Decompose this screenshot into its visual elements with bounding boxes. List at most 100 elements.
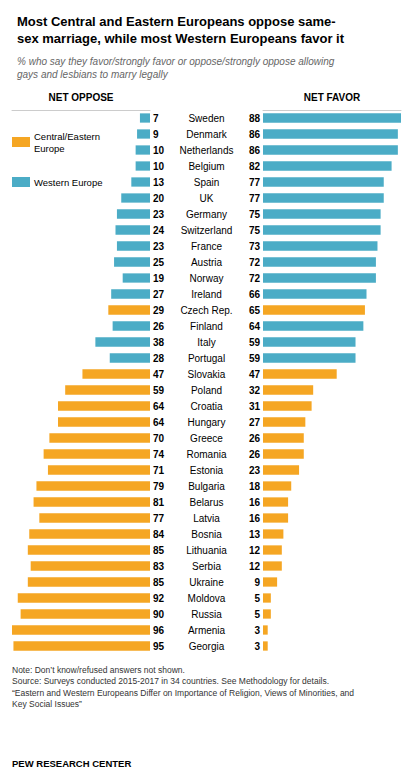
svg-text:16: 16	[249, 497, 261, 508]
svg-text:Sweden: Sweden	[188, 113, 224, 124]
svg-text:Note: Don’t know/refused answe: Note: Don’t know/refused answers not sho…	[12, 665, 185, 675]
svg-text:Germany: Germany	[186, 209, 227, 220]
svg-text:73: 73	[249, 241, 261, 252]
svg-text:Central/Eastern: Central/Eastern	[34, 131, 100, 142]
svg-text:12: 12	[249, 545, 261, 556]
svg-text:Europe: Europe	[34, 143, 65, 154]
svg-text:59: 59	[249, 353, 261, 364]
svg-text:95: 95	[153, 641, 165, 652]
svg-text:88: 88	[249, 113, 261, 124]
svg-text:NET FAVOR: NET FAVOR	[304, 92, 361, 103]
svg-text:16: 16	[249, 513, 261, 524]
svg-text:Latvia: Latvia	[193, 513, 220, 524]
svg-text:19: 19	[153, 273, 165, 284]
svg-text:3: 3	[254, 641, 260, 652]
svg-text:31: 31	[249, 401, 261, 412]
svg-text:Western Europe: Western Europe	[34, 177, 102, 188]
svg-text:77: 77	[249, 177, 261, 188]
svg-text:Estonia: Estonia	[190, 465, 224, 476]
svg-text:3: 3	[254, 625, 260, 636]
svg-text:10: 10	[153, 145, 165, 156]
svg-text:20: 20	[153, 193, 165, 204]
svg-text:Croatia: Croatia	[190, 401, 223, 412]
svg-text:64: 64	[153, 417, 165, 428]
svg-text:29: 29	[153, 305, 165, 316]
svg-text:27: 27	[153, 289, 165, 300]
svg-text:10: 10	[153, 161, 165, 172]
svg-text:12: 12	[249, 561, 261, 572]
svg-text:86: 86	[249, 129, 261, 140]
svg-text:23: 23	[249, 465, 261, 476]
svg-text:UK: UK	[200, 193, 214, 204]
svg-text:64: 64	[249, 321, 261, 332]
svg-text:81: 81	[153, 497, 165, 508]
svg-text:28: 28	[153, 353, 165, 364]
svg-text:64: 64	[153, 401, 165, 412]
svg-text:Bosnia: Bosnia	[191, 529, 222, 540]
svg-text:Belarus: Belarus	[190, 497, 224, 508]
svg-text:Denmark: Denmark	[186, 129, 228, 140]
svg-text:Belgium: Belgium	[188, 161, 224, 172]
svg-text:Armenia: Armenia	[188, 625, 226, 636]
svg-text:47: 47	[153, 369, 165, 380]
svg-text:72: 72	[249, 257, 261, 268]
svg-text:Slovakia: Slovakia	[188, 369, 226, 380]
svg-text:79: 79	[153, 481, 165, 492]
svg-text:23: 23	[153, 241, 165, 252]
svg-text:Moldova: Moldova	[188, 593, 226, 604]
svg-text:5: 5	[254, 593, 260, 604]
svg-text:65: 65	[249, 305, 261, 316]
svg-text:Czech Rep.: Czech Rep.	[180, 305, 232, 316]
svg-text:18: 18	[249, 481, 261, 492]
svg-text:75: 75	[249, 209, 261, 220]
svg-text:26: 26	[249, 449, 261, 460]
svg-text:“Eastern and Western Europeans: “Eastern and Western Europeans Differ on…	[12, 688, 354, 698]
svg-text:83: 83	[153, 561, 165, 572]
svg-text:Serbia: Serbia	[192, 561, 221, 572]
svg-text:sex marriage, while most Weste: sex marriage, while most Western Europea…	[17, 31, 345, 46]
svg-text:23: 23	[153, 209, 165, 220]
svg-text:PEW RESEARCH CENTER: PEW RESEARCH CENTER	[12, 758, 131, 769]
svg-text:Portugal: Portugal	[188, 353, 225, 364]
svg-text:NET OPPOSE: NET OPPOSE	[48, 92, 113, 103]
svg-text:5: 5	[254, 609, 260, 620]
svg-text:85: 85	[153, 545, 165, 556]
svg-text:Netherlands: Netherlands	[180, 145, 234, 156]
svg-text:72: 72	[249, 273, 261, 284]
svg-text:96: 96	[153, 625, 165, 636]
svg-text:77: 77	[249, 193, 261, 204]
svg-text:Georgia: Georgia	[189, 641, 225, 652]
svg-text:Greece: Greece	[190, 433, 223, 444]
svg-text:82: 82	[249, 161, 261, 172]
svg-text:66: 66	[249, 289, 261, 300]
svg-text:27: 27	[249, 417, 261, 428]
svg-text:Spain: Spain	[194, 177, 220, 188]
svg-text:38: 38	[153, 337, 165, 348]
svg-text:Poland: Poland	[191, 385, 222, 396]
svg-text:Lithuania: Lithuania	[186, 545, 227, 556]
svg-text:26: 26	[153, 321, 165, 332]
svg-text:47: 47	[249, 369, 261, 380]
svg-text:gays and lesbians to marry leg: gays and lesbians to marry legally	[17, 69, 169, 80]
svg-text:Bulgaria: Bulgaria	[188, 481, 225, 492]
svg-text:France: France	[191, 241, 223, 252]
svg-text:86: 86	[249, 145, 261, 156]
svg-text:92: 92	[153, 593, 165, 604]
svg-text:Romania: Romania	[186, 449, 226, 460]
svg-text:Finland: Finland	[190, 321, 223, 332]
svg-text:9: 9	[254, 577, 260, 588]
svg-text:26: 26	[249, 433, 261, 444]
svg-text:Hungary: Hungary	[188, 417, 226, 428]
svg-text:Ukraine: Ukraine	[189, 577, 224, 588]
svg-text:Switzerland: Switzerland	[181, 225, 233, 236]
svg-text:% who say they favor/strongly: % who say they favor/strongly favor or o…	[17, 56, 335, 67]
svg-text:Norway: Norway	[190, 273, 224, 284]
svg-text:75: 75	[249, 225, 261, 236]
svg-text:Italy: Italy	[197, 337, 215, 348]
svg-text:Source: Surveys conducted 2015: Source: Surveys conducted 2015-2017 in 3…	[12, 676, 329, 686]
svg-text:Most Central and Eastern Europ: Most Central and Eastern Europeans oppos…	[17, 14, 336, 29]
svg-text:77: 77	[153, 513, 165, 524]
svg-text:13: 13	[153, 177, 165, 188]
svg-text:Key Social Issues”: Key Social Issues”	[12, 699, 82, 709]
svg-text:70: 70	[153, 433, 165, 444]
